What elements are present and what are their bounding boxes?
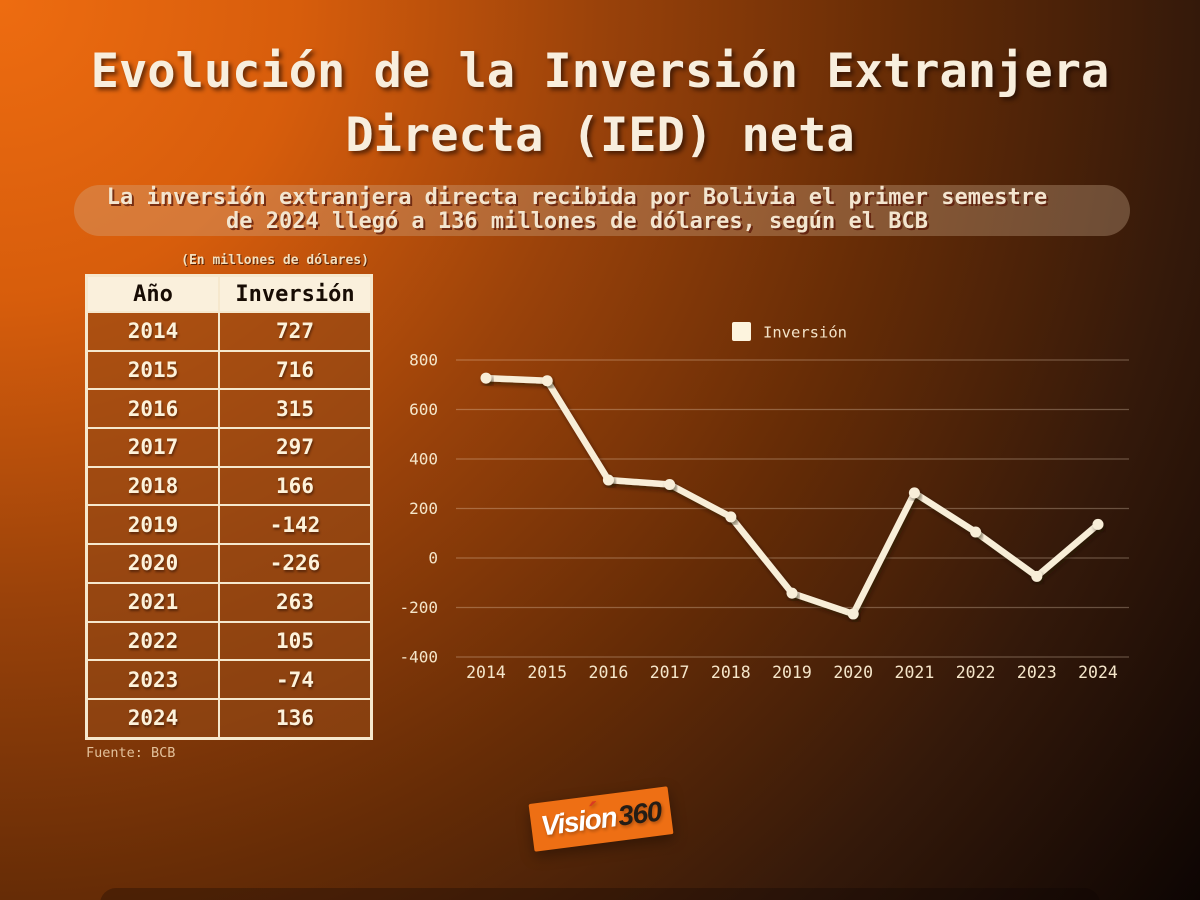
data-point-marker — [725, 511, 737, 523]
line-chart: 800 600 400 200 0 -200 -400 2014 2015 2016 2017 201… — [399, 322, 1129, 682]
subtitle-line-2: de 2024 llegó a 136 millones de dólares,… — [226, 209, 928, 234]
data-point-marker — [541, 375, 553, 387]
y-tick-label: -200 — [399, 598, 438, 617]
investment-cell: -226 — [218, 543, 373, 584]
x-tick-label: 2022 — [956, 663, 996, 682]
logo-brand-vision: Visio ´ n — [538, 796, 619, 842]
investment-cell: -74 — [218, 659, 373, 700]
data-point-marker — [480, 372, 492, 384]
year-cell: 2022 — [85, 620, 220, 662]
investment-cell: 263 — [218, 581, 373, 623]
title-line-2: Directa (IED) neta — [345, 108, 855, 163]
x-tick-label: 2019 — [772, 663, 812, 682]
investment-cell: -142 — [218, 504, 373, 546]
year-cell: 2017 — [85, 427, 220, 468]
table-row: 2021 263 — [85, 581, 373, 623]
data-point-marker — [970, 526, 982, 538]
table-row: 2020 -226 — [85, 543, 373, 584]
y-tick-label: 800 — [409, 351, 438, 370]
y-tick-label: -400 — [399, 648, 438, 667]
bottom-peek-bar — [100, 888, 1100, 900]
y-tick-label: 400 — [409, 450, 438, 469]
investment-cell: 315 — [218, 388, 373, 430]
logo-accent-mark: ´ — [584, 796, 597, 829]
legend-label: Inversión — [763, 324, 847, 342]
year-cell: 2019 — [85, 504, 220, 546]
x-tick-label: 2023 — [1017, 663, 1057, 682]
investment-cell: 136 — [218, 697, 373, 740]
subtitle-line-1: La inversión extranjera directa recibida… — [106, 185, 1048, 210]
x-tick-label: 2021 — [895, 663, 935, 682]
year-cell: 2020 — [85, 543, 220, 584]
table-header-investment: Inversión — [218, 274, 373, 313]
investment-cell: 166 — [218, 465, 373, 507]
table-row: 2024 136 — [85, 697, 373, 740]
table-row: 2023 -74 — [85, 659, 373, 700]
x-tick-label: 2017 — [650, 663, 690, 682]
table-row: 2022 105 — [85, 620, 373, 662]
year-cell: 2018 — [85, 465, 220, 507]
year-cell: 2023 — [85, 659, 220, 700]
logo-accented-letter: o ´ — [582, 796, 603, 836]
data-point-marker — [664, 478, 676, 490]
table-header-row: Año Inversión — [85, 274, 373, 313]
y-tick-label: 600 — [409, 400, 438, 419]
table-unit-note: (En millones de dólares) — [181, 253, 369, 268]
investment-cell: 297 — [218, 427, 373, 468]
investment-cell: 727 — [218, 311, 373, 352]
subtitle-pill: La inversión extranjera directa recibida… — [74, 185, 1130, 236]
data-point-marker — [1031, 570, 1043, 582]
table-row: 2018 166 — [85, 465, 373, 507]
table-row: 2017 297 — [85, 427, 373, 468]
data-point-marker — [602, 474, 614, 486]
title-line-1: Evolución de la Inversión Extranjera — [90, 44, 1110, 99]
investment-table: Año Inversión 2014 727 2015 716 2016 315 2017 2… — [85, 274, 373, 740]
year-cell: 2016 — [85, 388, 220, 430]
x-tick-label: 2014 — [466, 663, 506, 682]
table-header-year: Año — [85, 274, 220, 313]
table-row: 2016 315 — [85, 388, 373, 430]
data-point-marker — [908, 487, 920, 499]
data-point-marker — [786, 587, 798, 599]
investment-cell: 716 — [218, 349, 373, 391]
vision360-logo: Visio ´ n 360 — [528, 786, 674, 852]
page-title: Evolución de la Inversión Extranjera Dir… — [0, 40, 1200, 168]
year-cell: 2014 — [85, 311, 220, 352]
logo-suffix-360: 360 — [616, 795, 663, 832]
source-note: Fuente: BCB — [86, 745, 176, 761]
investment-cell: 105 — [218, 620, 373, 662]
legend-swatch — [732, 322, 751, 341]
x-tick-label: 2016 — [589, 663, 629, 682]
investment-line — [482, 374, 1102, 618]
y-tick-label: 200 — [409, 499, 438, 518]
year-cell: 2024 — [85, 697, 220, 740]
table-row: 2014 727 — [85, 311, 373, 352]
year-cell: 2015 — [85, 349, 220, 391]
data-point-marker — [1092, 518, 1104, 530]
x-tick-label: 2015 — [527, 663, 567, 682]
table-row: 2015 716 — [85, 349, 373, 391]
subtitle-text: La inversión extranjera directa recibida… — [74, 186, 1080, 234]
data-point-marker — [847, 608, 859, 620]
table-row: 2019 -142 — [85, 504, 373, 546]
y-tick-label: 0 — [428, 549, 438, 568]
x-tick-label: 2024 — [1078, 663, 1118, 682]
year-cell: 2021 — [85, 581, 220, 623]
x-tick-label: 2018 — [711, 663, 751, 682]
x-tick-label: 2020 — [833, 663, 873, 682]
